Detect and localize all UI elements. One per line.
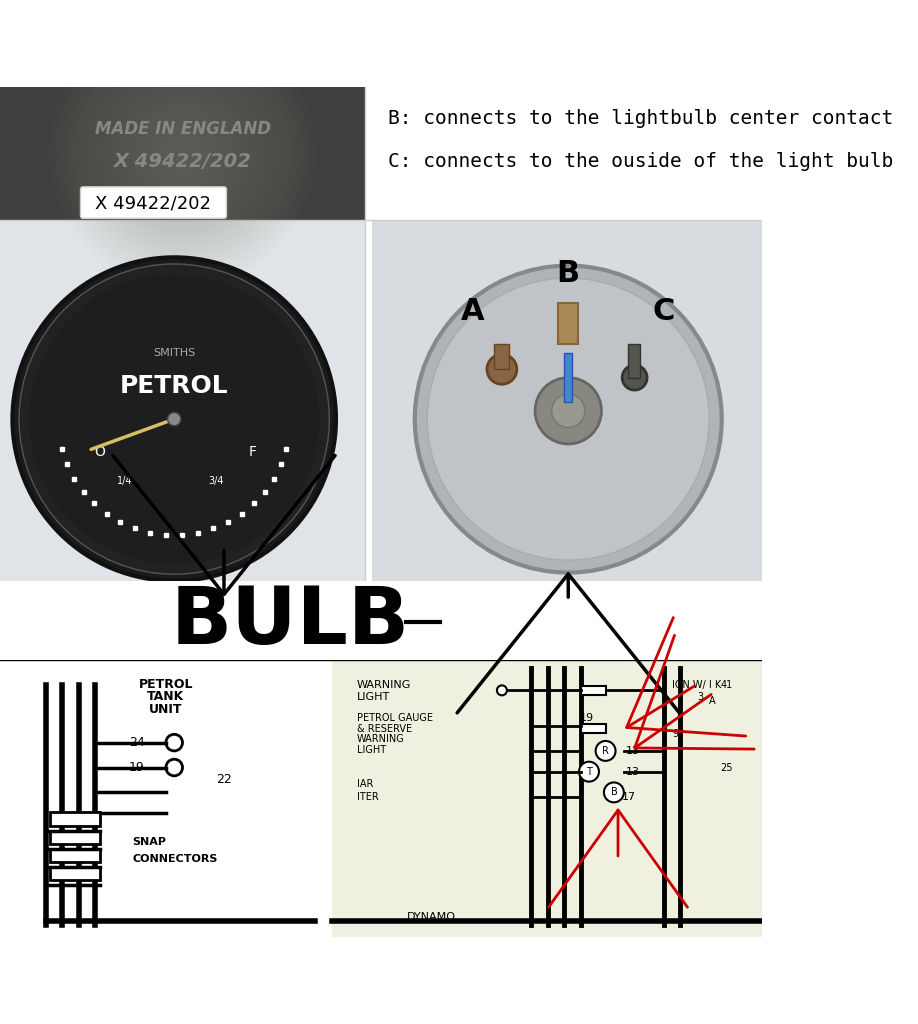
Bar (0, 581, 762, 659)
Text: 1/4: 1/4 (117, 476, 132, 486)
Text: 41: 41 (720, 680, 733, 689)
Text: R: R (602, 745, 609, 756)
Bar (50, 867, 99, 881)
Circle shape (19, 264, 330, 574)
Text: 24: 24 (129, 736, 145, 750)
Circle shape (497, 685, 507, 695)
Text: SNAP: SNAP (133, 838, 167, 847)
Bar (581, 724, 606, 732)
Text: IAR: IAR (357, 779, 373, 790)
Text: C: C (653, 297, 675, 326)
Text: 9: 9 (672, 729, 678, 739)
Circle shape (415, 265, 722, 572)
Text: 19: 19 (129, 761, 145, 774)
Text: X 49422/202: X 49422/202 (114, 153, 252, 171)
Circle shape (13, 257, 336, 581)
Text: ITER: ITER (357, 792, 378, 802)
Text: PETROL GAUGE: PETROL GAUGE (357, 713, 432, 723)
Text: CONNECTORS: CONNECTORS (133, 854, 218, 864)
Text: LIGHT: LIGHT (357, 745, 386, 755)
Text: B: connects to the lightbulb center contact: B: connects to the lightbulb center cont… (388, 110, 893, 128)
Bar (564, 352, 573, 402)
Bar (581, 686, 606, 694)
Bar (0, 220, 365, 585)
Bar (372, 87, 762, 220)
Text: 13: 13 (626, 767, 641, 776)
Text: 13: 13 (626, 745, 641, 756)
FancyBboxPatch shape (81, 186, 227, 218)
Circle shape (579, 762, 599, 781)
Circle shape (166, 734, 183, 751)
Circle shape (622, 366, 647, 390)
Text: 3: 3 (697, 692, 703, 702)
Text: & RESERVE: & RESERVE (357, 724, 412, 733)
Text: 25: 25 (720, 763, 733, 772)
Text: PETROL: PETROL (120, 374, 229, 398)
Bar (50, 812, 99, 825)
Circle shape (552, 394, 585, 427)
Text: 3/4: 3/4 (208, 476, 223, 486)
Bar (0, 651, 331, 937)
Text: 17: 17 (622, 792, 636, 802)
Text: BULB: BULB (171, 584, 410, 662)
Text: UNIT: UNIT (149, 702, 183, 716)
Circle shape (487, 354, 517, 384)
Circle shape (427, 279, 710, 560)
Text: IGN W/ I K: IGN W/ I K (672, 680, 722, 689)
Bar (0, 87, 365, 220)
Circle shape (535, 378, 601, 444)
Text: C: connects to the ouside of the light bulb: C: connects to the ouside of the light b… (388, 153, 893, 171)
Text: PETROL: PETROL (139, 678, 193, 691)
Text: 19: 19 (580, 713, 594, 723)
Text: A: A (461, 297, 485, 326)
Text: MADE IN ENGLAND: MADE IN ENGLAND (95, 120, 271, 138)
Text: A: A (710, 696, 716, 707)
Text: SMITHS: SMITHS (153, 348, 196, 357)
Bar (50, 830, 99, 844)
Text: O: O (95, 445, 105, 460)
Text: T: T (586, 767, 592, 776)
Text: X 49422/202: X 49422/202 (95, 195, 211, 212)
Text: B: B (610, 787, 617, 798)
Circle shape (166, 759, 183, 776)
Text: TANK: TANK (147, 690, 185, 703)
Circle shape (604, 782, 624, 803)
Text: WARNING: WARNING (357, 734, 405, 744)
Circle shape (596, 741, 616, 761)
Circle shape (29, 273, 319, 564)
Text: DYNAMO: DYNAMO (407, 911, 456, 922)
Text: 22: 22 (216, 773, 232, 786)
Bar (50, 849, 99, 862)
Bar (628, 344, 640, 378)
Bar (494, 344, 509, 370)
Text: LIGHT: LIGHT (357, 692, 390, 702)
Bar (331, 651, 762, 937)
Bar (372, 220, 762, 585)
Text: F: F (249, 445, 257, 460)
Text: B: B (556, 259, 580, 289)
Text: WARNING: WARNING (357, 680, 411, 689)
Bar (558, 303, 578, 344)
Circle shape (168, 413, 181, 426)
